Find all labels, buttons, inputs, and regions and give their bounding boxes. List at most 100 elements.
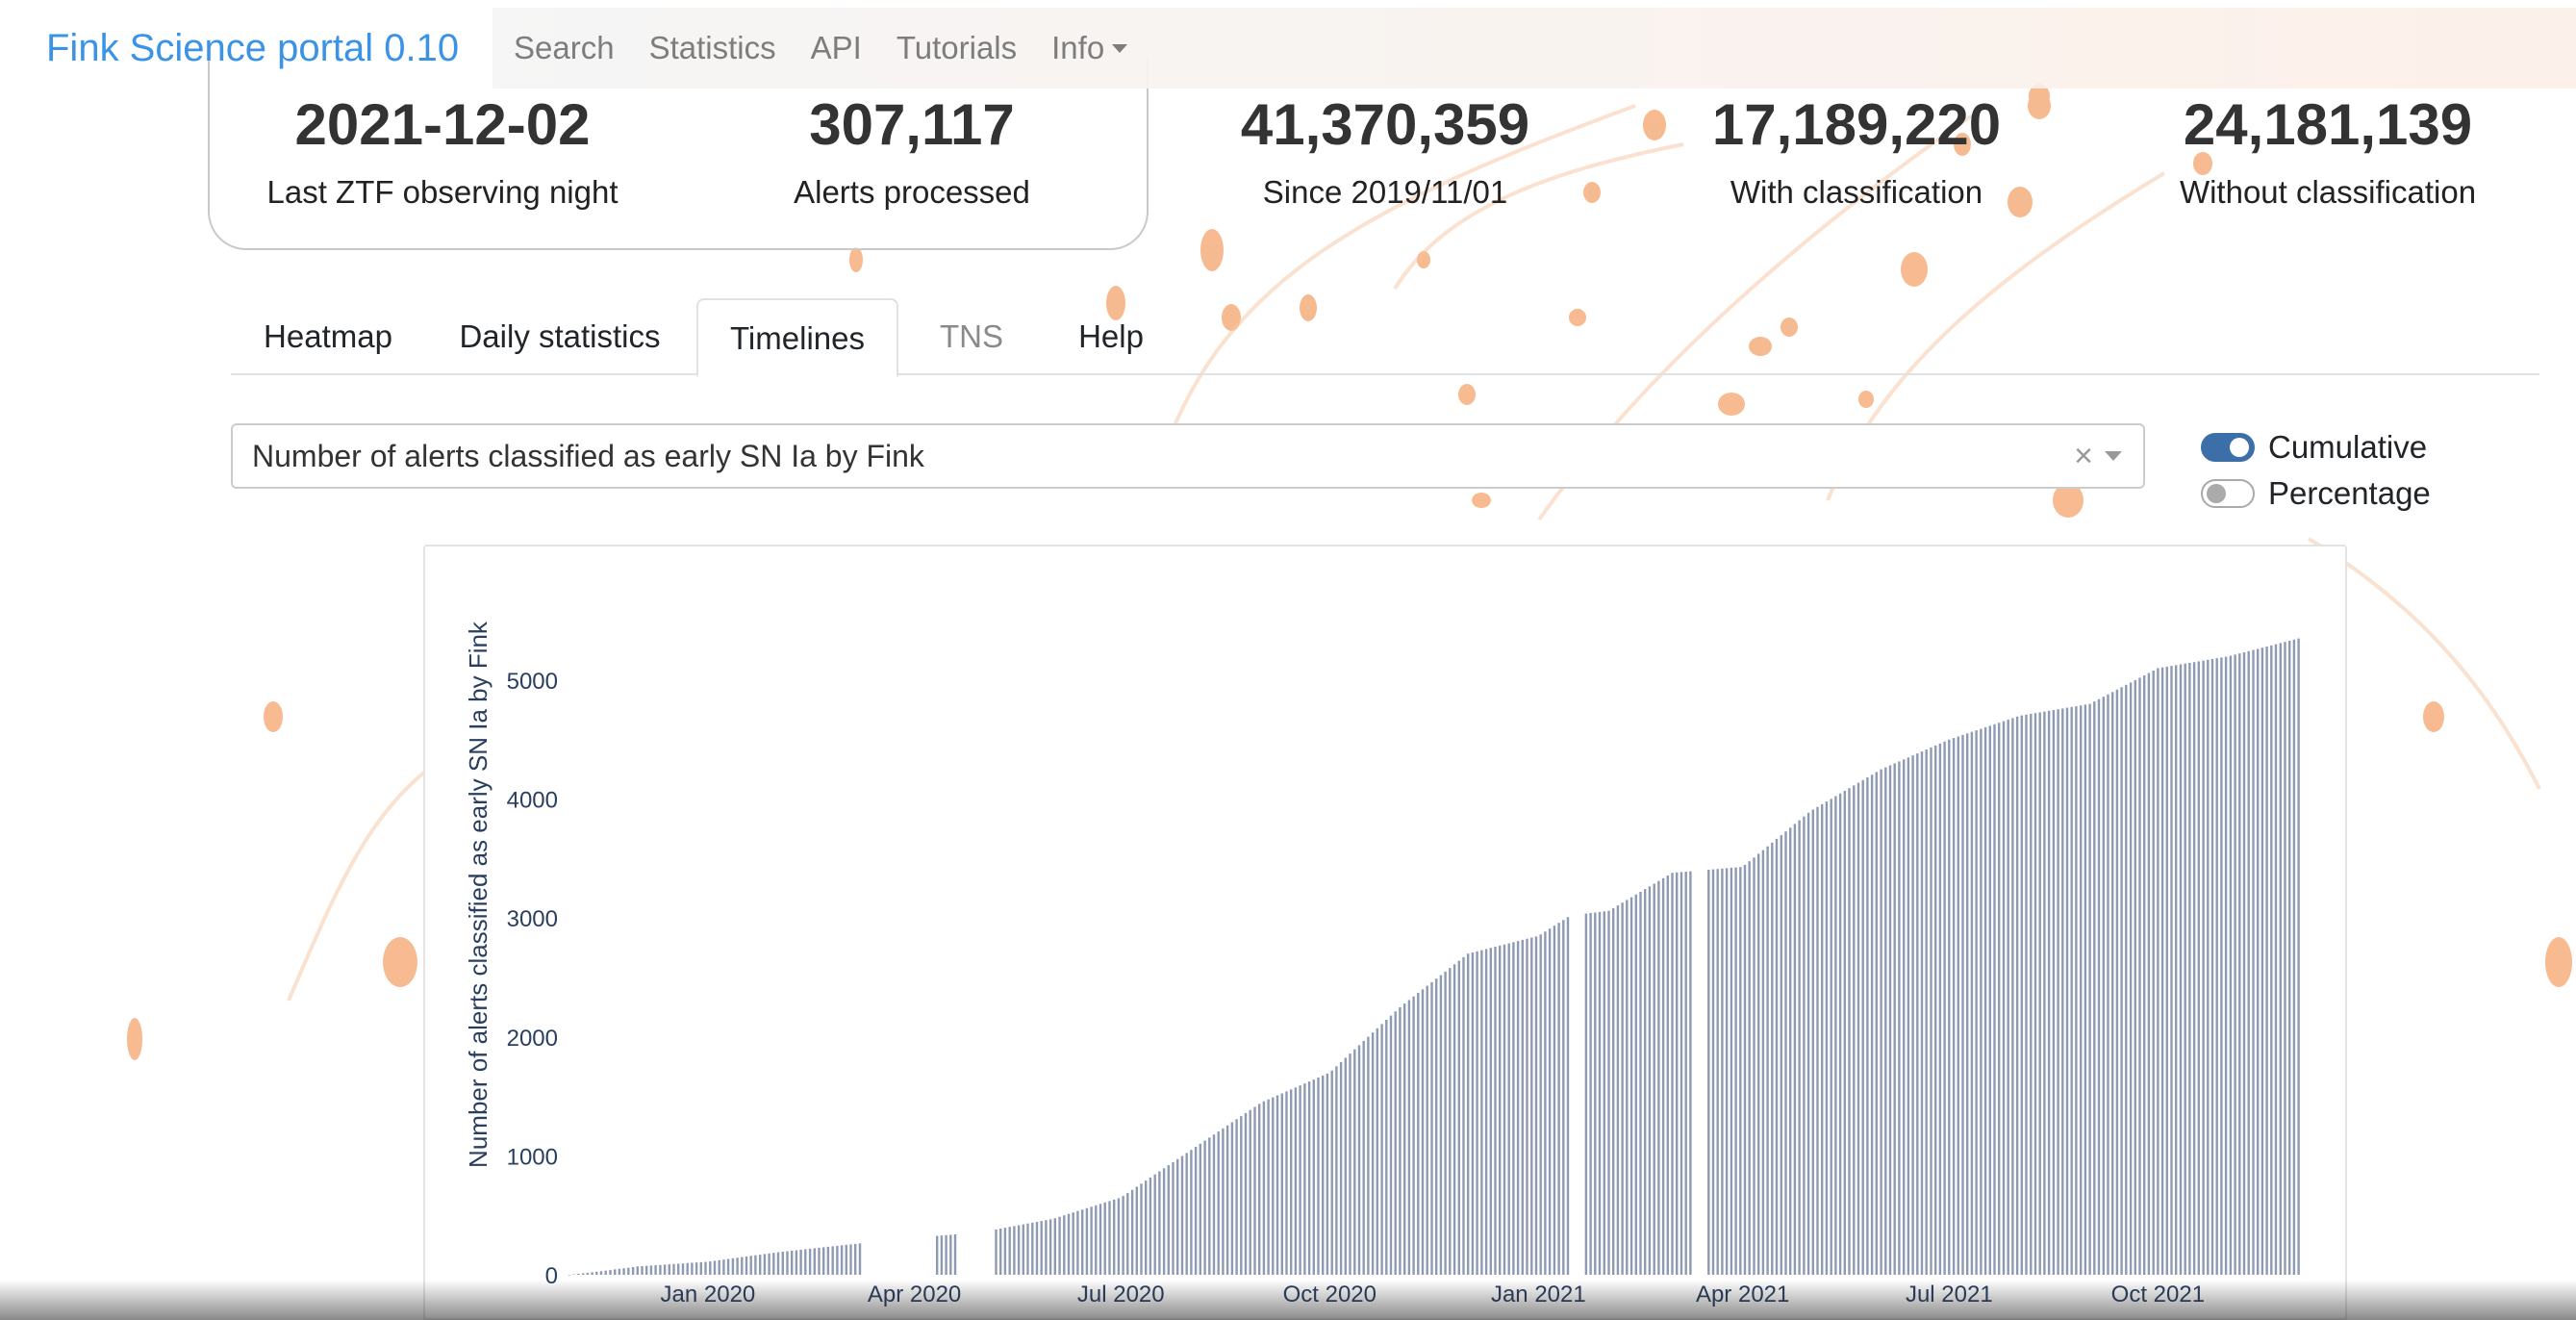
chart-bar xyxy=(763,1254,767,1275)
chart-bar xyxy=(1085,1207,1089,1275)
nav-api[interactable]: API xyxy=(810,30,862,65)
chart-bar xyxy=(1076,1210,1079,1275)
percentage-switch[interactable] xyxy=(2201,479,2255,508)
timeline-select-value: Number of alerts classified as early SN … xyxy=(252,438,924,473)
chart-bar xyxy=(2033,713,2037,1275)
x-tick-label: Jan 2020 xyxy=(661,1282,756,1307)
tab-timelines[interactable]: Timelines xyxy=(696,298,898,377)
toggle-percentage[interactable]: Percentage xyxy=(2201,475,2431,512)
chart-bar xyxy=(786,1251,789,1275)
nav-search[interactable]: Search xyxy=(514,30,615,65)
chart-bar xyxy=(1516,941,1520,1275)
chart-bar xyxy=(2061,708,2064,1275)
tab-heatmap[interactable]: Heatmap xyxy=(264,318,392,354)
nav-menu: Search Statistics API Tutorials Info xyxy=(492,8,2576,89)
chart-bar xyxy=(2215,658,2218,1275)
stat-label: With classification xyxy=(1730,174,1983,210)
chart-bar xyxy=(781,1252,784,1275)
chart-bar xyxy=(1898,761,1901,1275)
chart-bar xyxy=(1103,1202,1106,1275)
stats-card xyxy=(208,58,1149,250)
stat-since: 41,370,359 Since 2019/11/01 xyxy=(1154,89,1616,212)
chart-bar xyxy=(1916,753,1919,1275)
chart-bar xyxy=(2097,698,2101,1275)
chart-bar xyxy=(1766,846,1769,1275)
chart-bar xyxy=(1988,725,1991,1275)
chart-bar xyxy=(1272,1097,1275,1275)
chart-bar xyxy=(1948,739,1951,1275)
tab-help[interactable]: Help xyxy=(1078,318,1144,354)
chevron-down-icon[interactable] xyxy=(2105,451,2122,461)
chart-bar xyxy=(1621,902,1624,1275)
chart-bar xyxy=(1920,751,1924,1275)
chart-bar xyxy=(1806,812,1810,1275)
chart-bar xyxy=(808,1248,812,1275)
chart-bar xyxy=(1521,939,1524,1275)
nav-info-dropdown[interactable]: Info xyxy=(1051,30,1128,66)
chart-bar xyxy=(1711,869,1715,1275)
chart-bar xyxy=(1262,1101,1266,1275)
chart-bar xyxy=(2210,659,2214,1275)
chart-bar xyxy=(1403,1003,1406,1275)
chart-bar xyxy=(1903,759,1906,1275)
brand-title[interactable]: Fink Science portal 0.10 xyxy=(46,26,460,69)
chart-bar xyxy=(2242,652,2246,1275)
chart-bar xyxy=(736,1257,739,1275)
chart-bar xyxy=(1798,820,1801,1275)
chart-bar xyxy=(1856,782,1860,1275)
chart-bar xyxy=(1943,741,1946,1275)
chart-bar xyxy=(936,1235,939,1275)
chart-bar xyxy=(1743,865,1747,1275)
chart-bar xyxy=(940,1235,944,1275)
chart-bar xyxy=(804,1249,807,1275)
stat-with-classification: 17,189,220 With classification xyxy=(1626,89,2087,212)
chart-bar xyxy=(1870,774,1874,1275)
chart-bar xyxy=(1626,900,1629,1275)
nav-tutorials[interactable]: Tutorials xyxy=(896,30,1018,65)
chart-bar xyxy=(618,1268,621,1275)
chart-bar xyxy=(1530,937,1533,1275)
chart-bar xyxy=(1666,876,1669,1275)
nav-info-label: Info xyxy=(1051,30,1105,65)
chart-bar xyxy=(1367,1036,1370,1275)
chart-bar xyxy=(1603,911,1605,1275)
x-axis-ticks: Jan 2020 Apr 2020 Jul 2020 Oct 2020 Jan 2021… xyxy=(661,1282,2206,1307)
chart-bar xyxy=(1162,1168,1166,1275)
chart-bar xyxy=(1612,907,1615,1275)
percentage-label: Percentage xyxy=(2268,475,2431,511)
chart-bar xyxy=(754,1255,757,1275)
chart-bar xyxy=(2265,647,2268,1275)
y-tick-label: 3000 xyxy=(507,906,558,932)
nav-statistics[interactable]: Statistics xyxy=(648,30,776,65)
stat-label: Without classification xyxy=(2179,174,2477,210)
chart-bar xyxy=(1113,1199,1116,1275)
cumulative-switch[interactable] xyxy=(2201,433,2255,462)
stat-label: Alerts processed xyxy=(794,174,1030,210)
y-tick-label: 2000 xyxy=(507,1026,558,1052)
chart-bar xyxy=(1843,790,1846,1275)
chart-bar xyxy=(695,1262,698,1275)
chart-bar xyxy=(1072,1212,1074,1275)
timeline-select[interactable]: Number of alerts classified as early SN … xyxy=(231,423,2145,489)
tab-daily-statistics[interactable]: Daily statistics xyxy=(459,318,661,354)
tab-tns[interactable]: TNS xyxy=(940,318,1003,354)
caret-down-icon xyxy=(1112,43,1128,53)
toggle-cumulative[interactable]: Cumulative xyxy=(2201,429,2427,466)
chart-bar xyxy=(1130,1189,1134,1275)
chart-bar xyxy=(2107,694,2109,1275)
chart-bar xyxy=(1235,1119,1238,1275)
chart-bar xyxy=(1544,931,1547,1275)
chart-bar xyxy=(1629,897,1633,1275)
chart-bar xyxy=(1199,1143,1201,1275)
chart-bar xyxy=(1299,1085,1301,1275)
chart-bar xyxy=(2134,679,2136,1275)
chart-bar xyxy=(1661,877,1665,1275)
chart-bar xyxy=(2129,682,2133,1275)
chart-bar xyxy=(1657,880,1660,1275)
chart-bar xyxy=(1998,723,2001,1275)
chart-bar xyxy=(1344,1057,1347,1275)
stat-label: Last ZTF observing night xyxy=(266,174,619,210)
close-icon[interactable]: × xyxy=(2074,437,2093,474)
chart-bar xyxy=(1775,838,1779,1275)
chart-bar xyxy=(1761,850,1765,1275)
